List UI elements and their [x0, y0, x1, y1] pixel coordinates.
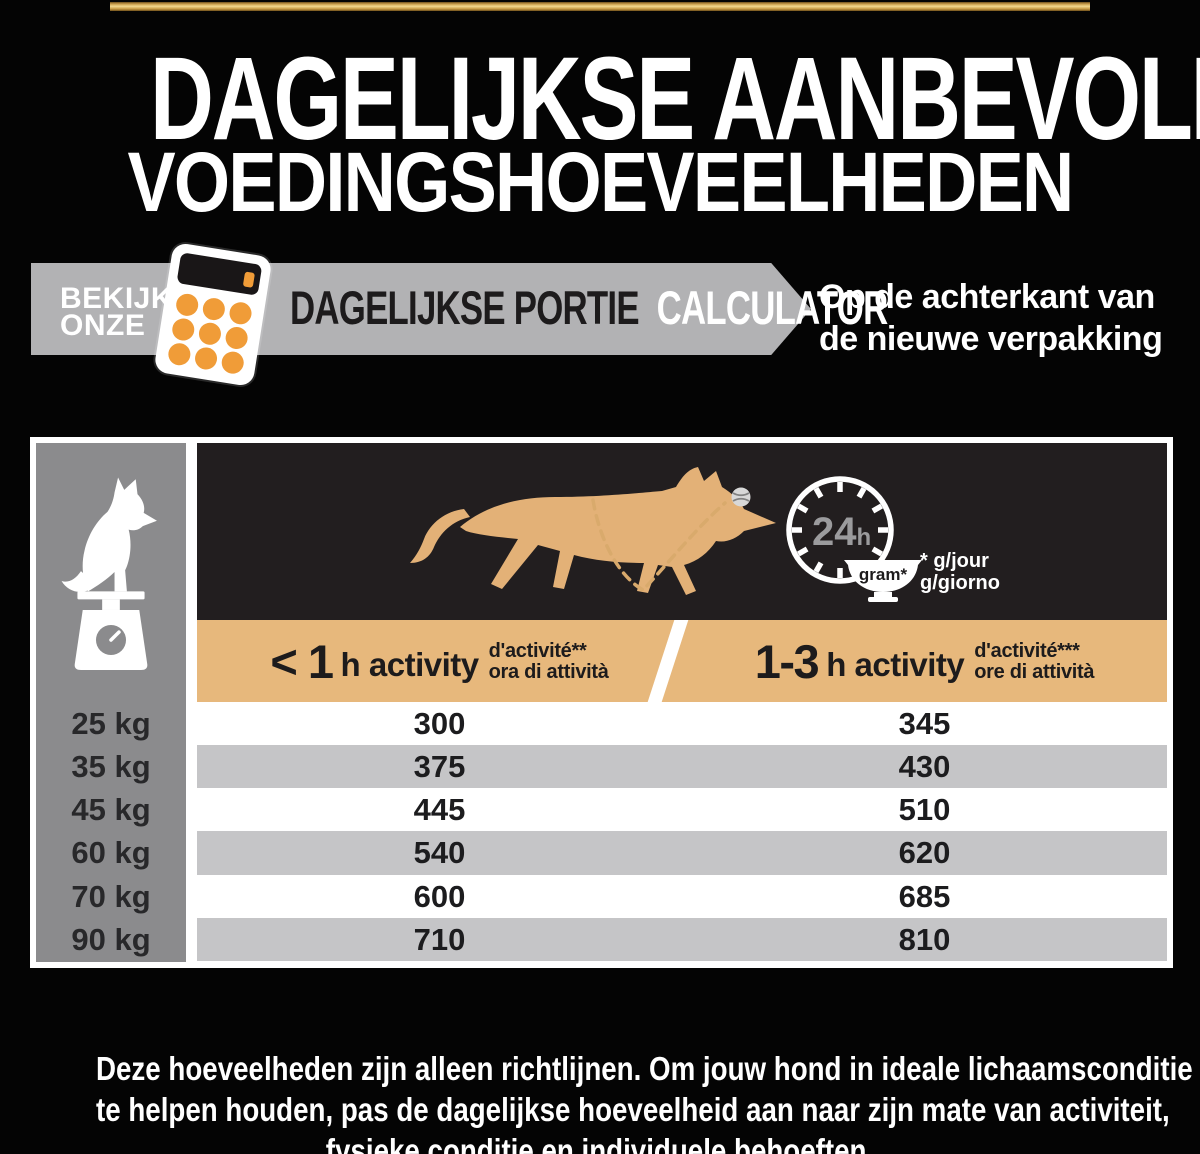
hero-strip: 24h gram* * g/jour g/giorno [197, 443, 1167, 620]
table-row: 445 510 [197, 788, 1167, 832]
feeding-table: 25 kg 35 kg 45 kg 60 kg 70 kg 90 kg [30, 437, 1173, 968]
unit-note-line1: * g/jour [920, 550, 989, 572]
svg-text:24h: 24h [812, 510, 871, 554]
calculator-keys [164, 290, 257, 378]
footer-note: Deze hoeveelheden zijn alleen richtlijne… [96, 1048, 1193, 1154]
table-row: 375 430 [197, 745, 1167, 789]
calculator-banner: BEKIJK ONZE DAGELIJKSE PORTIE CALCULATOR… [0, 240, 1200, 390]
calculator-screen [176, 252, 263, 296]
clock-24h-icon: 24h gram* [786, 476, 922, 602]
bounce-path [591, 498, 727, 593]
weight-label: 70 kg [71, 878, 151, 914]
banner-title-dark: DAGELIJKSE PORTIE [290, 281, 640, 334]
unit-note: * g/jour g/giorno [920, 550, 1000, 594]
activity-unit: h activity [340, 646, 480, 683]
weight-label: 25 kg [71, 706, 151, 741]
table-row: 600 685 [197, 874, 1167, 918]
food-bowl-icon: gram* [844, 560, 922, 602]
footer-line1: Deze hoeveelheden zijn alleen richtlijne… [96, 1050, 1193, 1087]
table-rows: 300 345 375 430 445 510 540 620 600 68 [197, 702, 1167, 961]
table-row: 540 620 [197, 831, 1167, 875]
unit-note-line2: g/giorno [920, 572, 1000, 594]
footer-line3: fysieke conditie en individuele behoefte… [325, 1132, 875, 1154]
activity-translations: d'activité** ora di attività [488, 640, 609, 683]
table-main: 24h gram* * g/jour g/giorno < 1 h ac [197, 443, 1167, 962]
banner-note-line2: de nieuwe verpakking [819, 320, 1163, 358]
activity-amount: 1-3 [754, 634, 820, 688]
banner-prefix-line1: BEKIJK [60, 282, 174, 315]
table-row: 300 345 [197, 702, 1167, 746]
weight-label: 35 kg [71, 749, 151, 785]
weight-column: 25 kg 35 kg 45 kg 60 kg 70 kg 90 kg [36, 443, 186, 962]
activity-amount: < 1 [270, 634, 334, 688]
banner-title: DAGELIJKSE PORTIE CALCULATOR [290, 280, 888, 335]
tennis-ball-icon [731, 487, 751, 507]
activity-translations: d'activité*** ore di attività [974, 640, 1095, 683]
dog-on-scale-icon [61, 477, 157, 671]
table-header: < 1 h activity d'activité** ora di attiv… [197, 620, 1167, 702]
page-title-line1: DAGELIJKSE AANBEVOLEN [150, 33, 1200, 165]
banner-prefix: BEKIJK ONZE [60, 282, 174, 342]
running-dog-icon [410, 467, 776, 595]
column-header-low-activity: < 1 h activity d'activité** ora di attiv… [197, 620, 682, 702]
gold-divider [110, 2, 1090, 11]
svg-text:gram*: gram* [859, 565, 908, 584]
activity-unit: h activity [826, 646, 965, 683]
calculator-icon [153, 241, 273, 388]
weight-labels: 25 kg 35 kg 45 kg 60 kg 70 kg 90 kg [36, 702, 186, 961]
weight-label: 90 kg [71, 921, 151, 957]
calculator-solar-chip [242, 271, 255, 288]
banner-note: Op de achterkant van de nieuwe verpakkin… [819, 276, 1163, 360]
table-row: 710 810 [197, 917, 1167, 961]
page-title-line2: VOEDINGSHOEVEELHEDEN [127, 135, 1074, 229]
banner-prefix-line2: ONZE [60, 309, 146, 342]
footer-line2: te helpen houden, pas de dagelijkse hoev… [96, 1091, 1170, 1128]
column-header-high-activity: 1-3 h activity d'activité*** ore di atti… [682, 620, 1167, 702]
banner-title-light: CALCULATOR [656, 281, 889, 334]
weight-label: 60 kg [71, 835, 151, 871]
weight-label: 45 kg [71, 792, 151, 828]
banner-note-line1: Op de achterkant van [819, 278, 1155, 316]
